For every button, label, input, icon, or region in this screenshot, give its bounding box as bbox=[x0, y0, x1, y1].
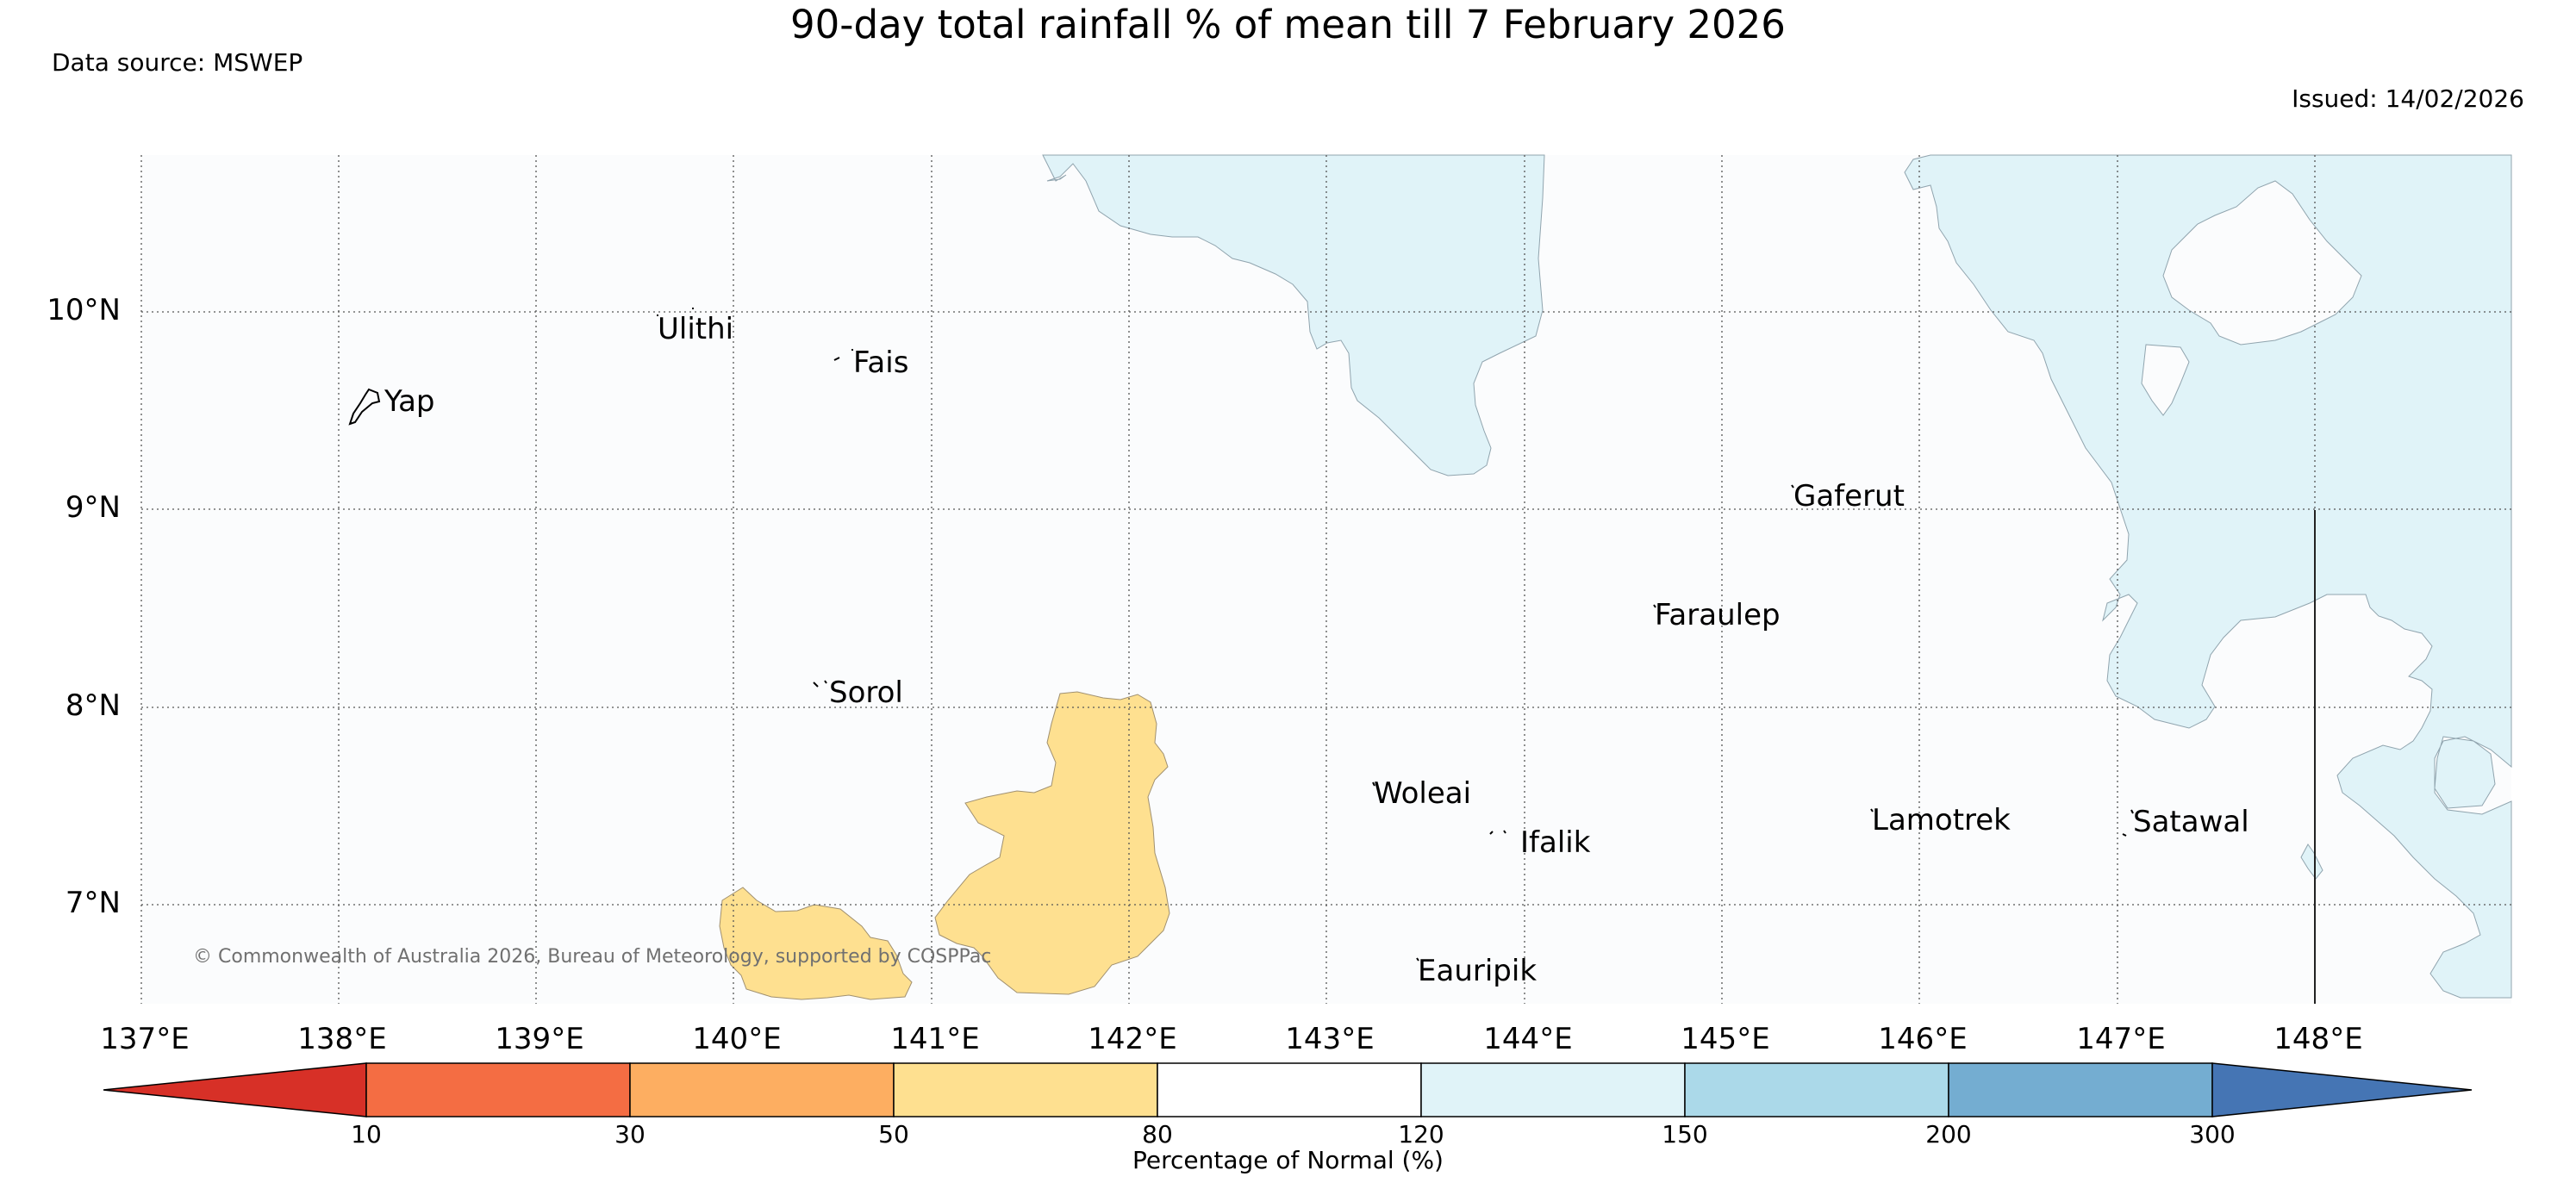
colorbar-bin-80-120 bbox=[1157, 1062, 1422, 1117]
lon-tick-label: 142°E bbox=[1088, 1022, 1177, 1056]
ifalik-atoll-shape bbox=[1489, 830, 1506, 835]
place-label-eauripik: Eauripik bbox=[1418, 954, 1537, 988]
place-label-satawal: Satawal bbox=[2133, 805, 2249, 839]
woleai-atoll-shape bbox=[1372, 781, 1375, 787]
colorbar-bin-200-300 bbox=[1948, 1062, 2213, 1117]
lat-tick-label: 10°N bbox=[47, 293, 121, 327]
lat-tick-label: 8°N bbox=[65, 688, 121, 723]
lon-tick-label: 141°E bbox=[890, 1022, 980, 1056]
place-label-lamotrek: Lamotrek bbox=[1872, 803, 2011, 837]
colorbar-tick-label: 300 bbox=[2189, 1120, 2236, 1149]
eauripik-atoll-shape bbox=[1416, 957, 1419, 962]
place-label-yap: Yap bbox=[384, 384, 435, 419]
islands bbox=[348, 308, 2134, 962]
fais-island-shape bbox=[833, 349, 853, 361]
copyright-notice: © Commonwealth of Australia 2026, Bureau… bbox=[193, 946, 992, 968]
chart-title: 90-day total rainfall % of mean till 7 F… bbox=[790, 2, 1786, 47]
colorbar-extend-low bbox=[103, 1062, 367, 1117]
lon-tick-label: 148°E bbox=[2273, 1022, 2363, 1056]
place-label-faraulep: Faraulep bbox=[1655, 598, 1781, 632]
region-above-normal-north bbox=[1042, 154, 1545, 476]
lon-tick-label: 147°E bbox=[2076, 1022, 2166, 1056]
issued-date-label: Issued: 14/02/2026 bbox=[2292, 84, 2524, 113]
faraulep-atoll-shape bbox=[1653, 604, 1656, 608]
colorbar-tick-label: 200 bbox=[1925, 1120, 1972, 1149]
colorbar-tick-label: 30 bbox=[614, 1120, 646, 1149]
lon-tick-label: 143°E bbox=[1285, 1022, 1375, 1056]
lon-tick-label: 140°E bbox=[692, 1022, 782, 1056]
lon-tick-label: 146°E bbox=[1878, 1022, 1968, 1056]
region-below-normal-central bbox=[934, 691, 1170, 995]
colorbar bbox=[103, 1062, 2473, 1117]
data-source-label: Data source: MSWEP bbox=[52, 48, 303, 77]
lon-tick-label: 144°E bbox=[1483, 1022, 1573, 1056]
place-label-gaferut: Gaferut bbox=[1793, 479, 1905, 514]
place-label-ulithi: Ulithi bbox=[658, 312, 734, 346]
colorbar-tick-label: 150 bbox=[1662, 1120, 1708, 1149]
colorbar-tick-label: 120 bbox=[1398, 1120, 1444, 1149]
region-above-normal-east bbox=[1904, 154, 2512, 999]
lamotrek-atoll-shape bbox=[1870, 808, 1874, 812]
colorbar-tick-label: 10 bbox=[351, 1120, 382, 1149]
colorbar-bin-150-200 bbox=[1684, 1062, 1949, 1117]
yap-island-shape bbox=[348, 388, 381, 426]
place-label-fais: Fais bbox=[853, 345, 909, 380]
lon-tick-label: 145°E bbox=[1681, 1022, 1770, 1056]
satawal-island-shape bbox=[2122, 809, 2134, 837]
gaferut-island-shape bbox=[1791, 484, 1794, 489]
place-label-woleai: Woleai bbox=[1374, 776, 1472, 811]
colorbar-bin-10-30 bbox=[365, 1062, 631, 1117]
colorbar-bin-50-80 bbox=[893, 1062, 1158, 1117]
ulithi-atoll-shape bbox=[657, 308, 694, 316]
gridlines bbox=[140, 155, 2511, 1004]
lon-tick-label: 138°E bbox=[297, 1022, 387, 1056]
colorbar-tick-label: 80 bbox=[1142, 1120, 1173, 1149]
lat-tick-label: 9°N bbox=[65, 490, 121, 525]
region-below-normal-west bbox=[719, 887, 913, 1000]
colorbar-bin-30-50 bbox=[629, 1062, 895, 1117]
colorbar-extend-high bbox=[2211, 1062, 2473, 1117]
place-label-ifalik: Ifalik bbox=[1520, 825, 1591, 860]
colorbar-label: Percentage of Normal (%) bbox=[1132, 1146, 1444, 1174]
place-label-sorol: Sorol bbox=[829, 675, 903, 710]
lat-tick-label: 7°N bbox=[65, 886, 121, 920]
colorbar-bin-120-150 bbox=[1420, 1062, 1686, 1117]
sorol-atoll-shape bbox=[813, 680, 827, 688]
colorbar-tick-label: 50 bbox=[878, 1120, 909, 1149]
lon-tick-label: 137°E bbox=[100, 1022, 190, 1056]
lon-tick-label: 139°E bbox=[495, 1022, 584, 1056]
